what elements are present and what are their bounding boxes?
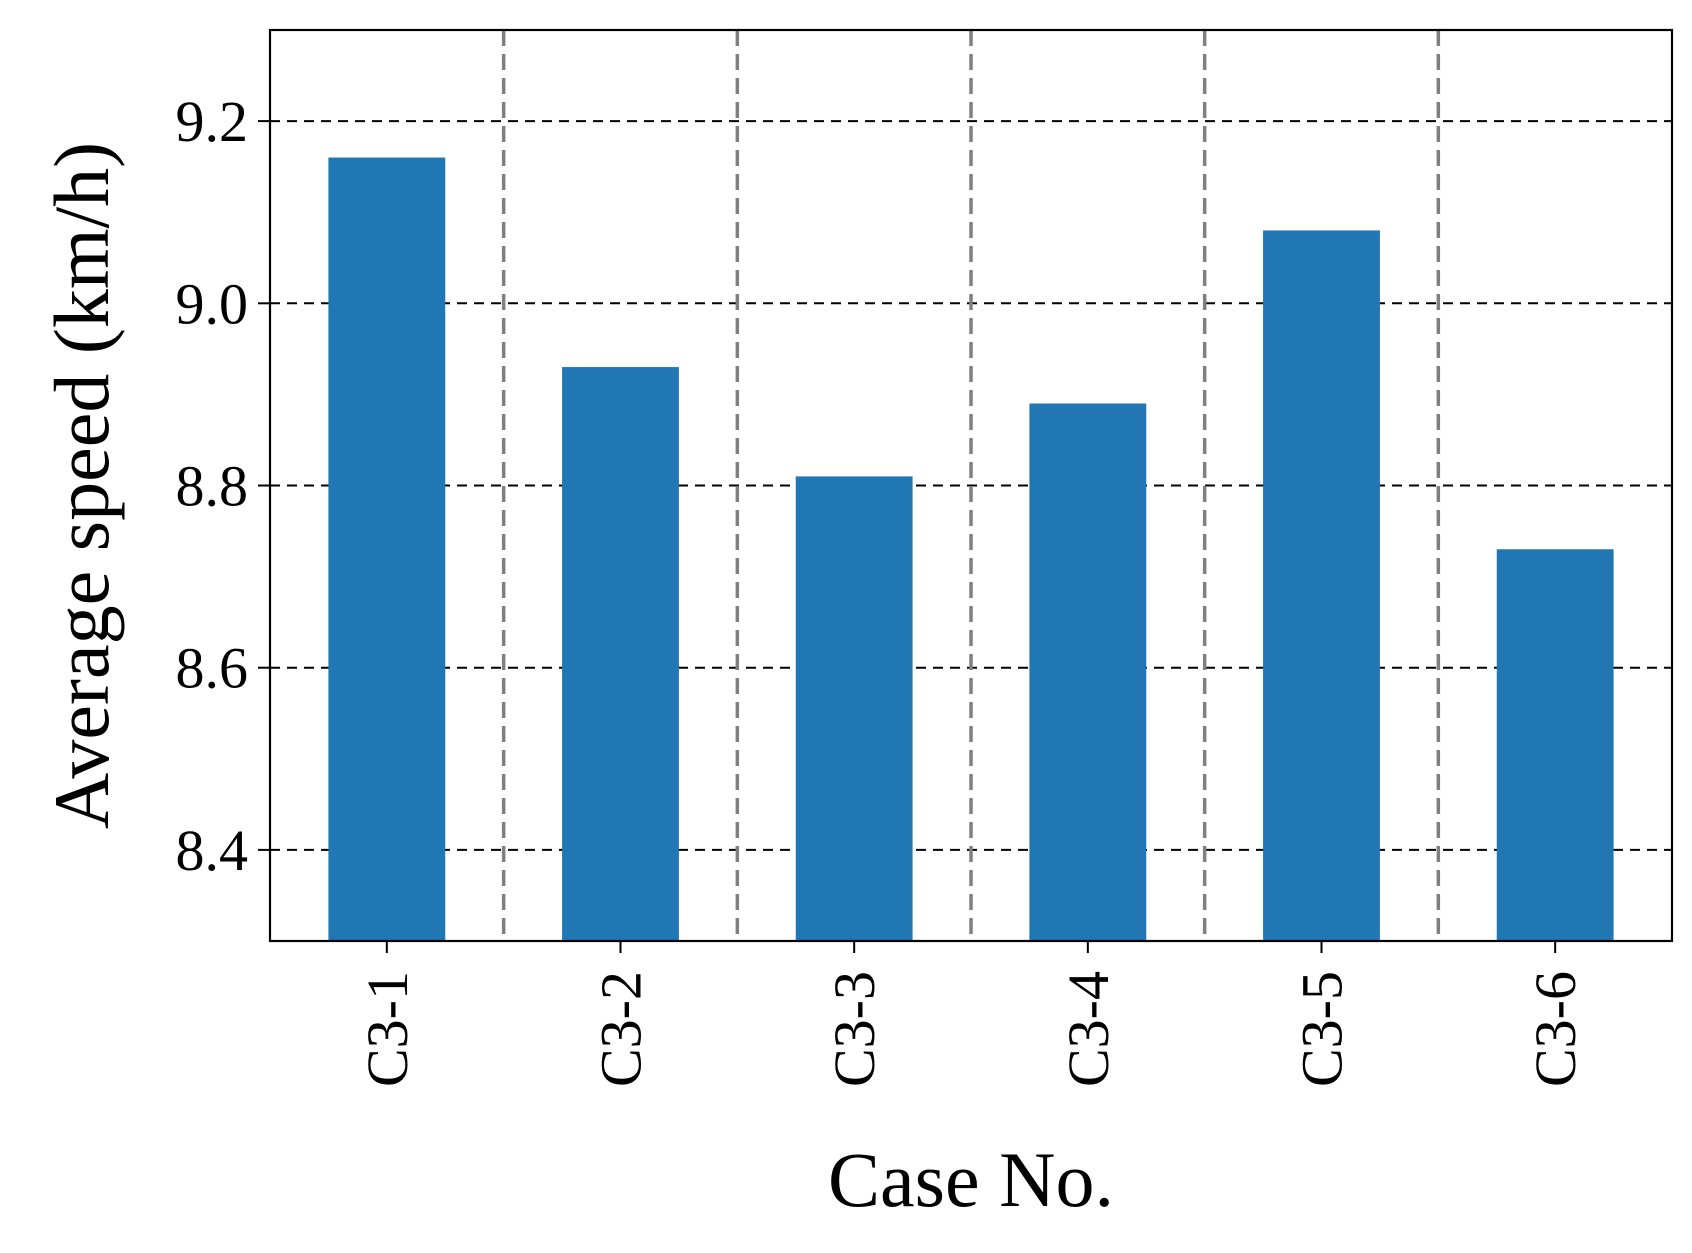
x-tick-label: C3-6: [1523, 971, 1588, 1087]
x-tick-label: C3-2: [589, 971, 654, 1087]
x-tick-label: C3-5: [1290, 971, 1355, 1087]
y-tick-label: 9.2: [176, 89, 249, 154]
x-axis-title: Case No.: [828, 1136, 1114, 1223]
x-tick-label: C3-1: [355, 971, 420, 1087]
bar-c3-6: [1496, 549, 1614, 941]
x-tick-label: C3-3: [822, 971, 887, 1087]
y-tick-label: 8.6: [176, 636, 249, 701]
bar-c3-1: [328, 157, 446, 942]
separator-layer: [501, 30, 1441, 941]
y-tick-label: 8.4: [176, 818, 249, 883]
bar-c3-3: [795, 476, 913, 941]
bar-c3-4: [1029, 403, 1147, 941]
bars-layer: [328, 157, 1614, 942]
bar-c3-5: [1263, 230, 1380, 942]
y-tick-label: 9.0: [176, 271, 249, 336]
bar-c3-2: [562, 367, 679, 941]
y-tick-label: 8.8: [176, 454, 249, 519]
ticks-layer: 8.4 8.6 8.8 9.0 9.2 C3-1 C3-2 C3-3 C3-4 C3-5 C3-6: [176, 89, 1589, 1087]
x-tick-label: C3-4: [1056, 971, 1121, 1087]
y-axis-title: Average speed (km/h): [38, 142, 125, 829]
